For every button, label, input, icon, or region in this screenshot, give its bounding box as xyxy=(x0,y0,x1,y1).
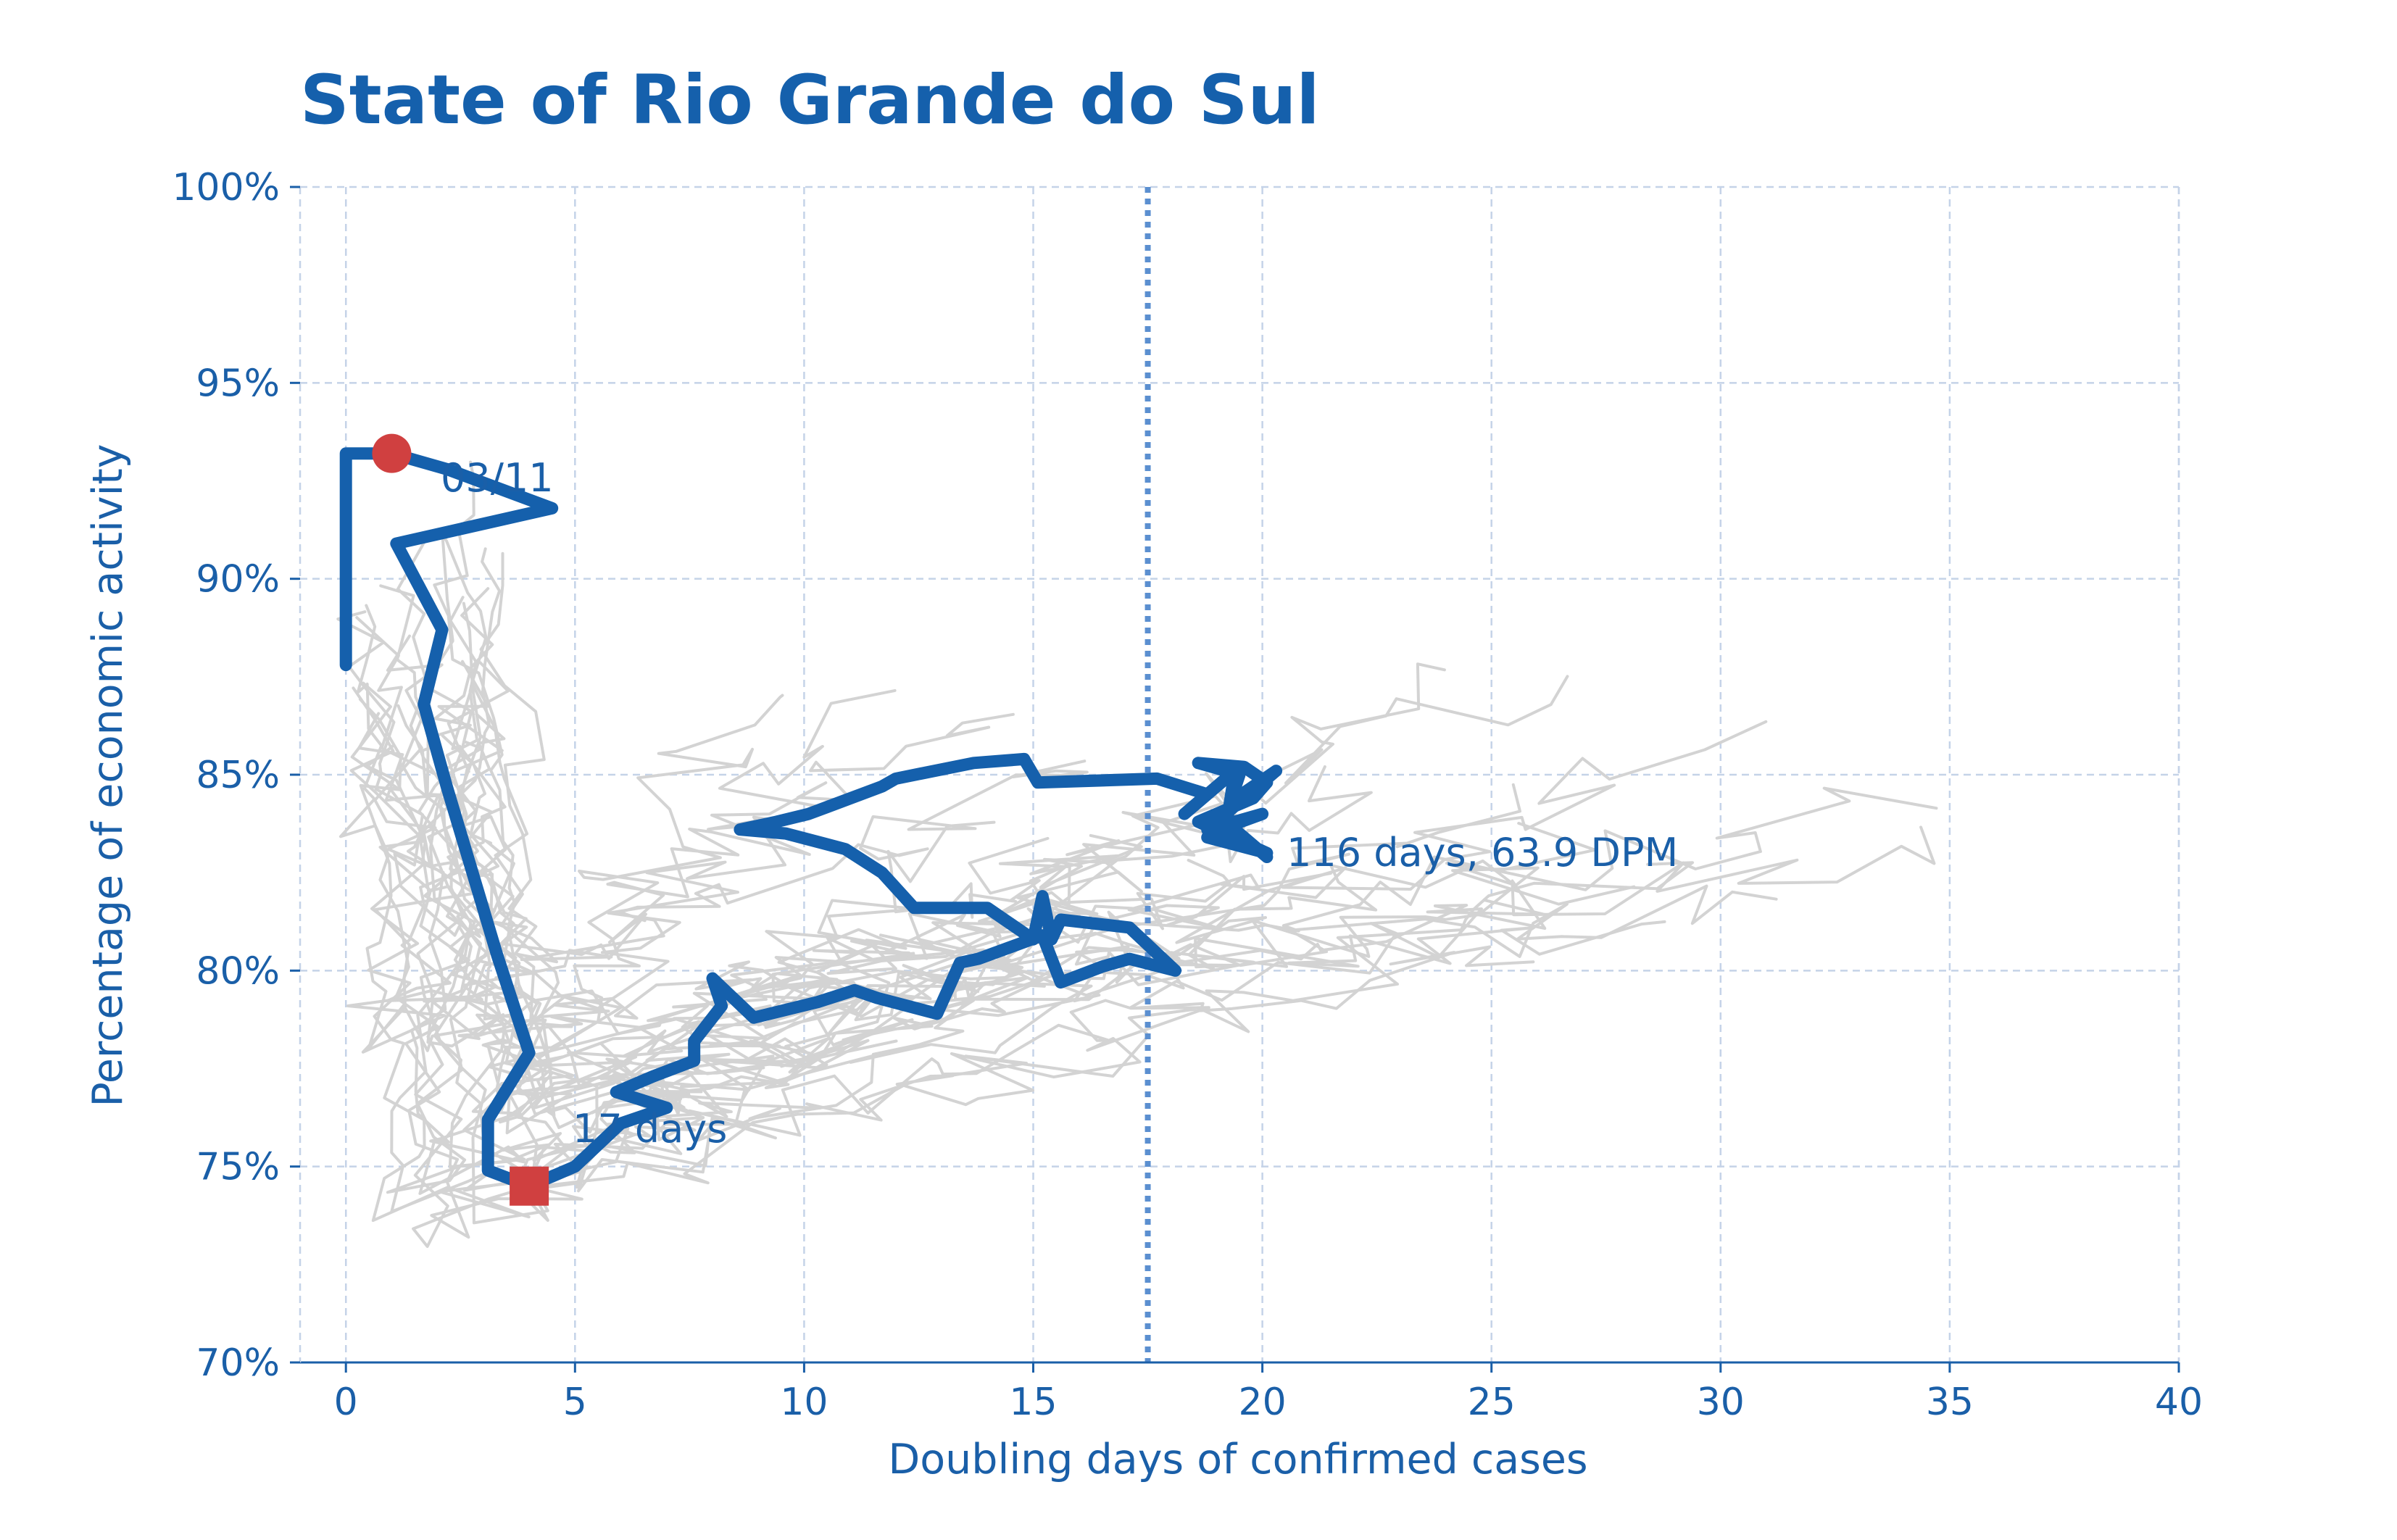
x-tick-label: 25 xyxy=(1468,1381,1516,1424)
y-tick-label: 100% xyxy=(172,166,280,209)
minimum-marker xyxy=(510,1166,549,1206)
background-state-line xyxy=(350,681,1695,1239)
chart-title: State of Rio Grande do Sul xyxy=(300,61,1320,140)
x-tick-label: 20 xyxy=(1239,1381,1287,1424)
y-tick-label: 75% xyxy=(196,1146,280,1189)
x-axis-label: Doubling days of confirmed cases xyxy=(888,1436,1587,1483)
start-marker xyxy=(372,433,412,473)
background-state-line xyxy=(433,528,1938,1081)
x-tick-label: 10 xyxy=(780,1381,828,1424)
y-tick-label: 85% xyxy=(196,754,280,797)
background-state-line xyxy=(346,460,1015,1054)
x-tick-label: 15 xyxy=(1009,1381,1057,1424)
y-tick-label: 95% xyxy=(196,362,280,405)
x-tick-label: 0 xyxy=(334,1381,358,1424)
background-state-line xyxy=(441,734,1636,1116)
markers xyxy=(372,433,549,1206)
y-tick-label: 90% xyxy=(196,558,280,602)
background-state-line xyxy=(355,616,1597,1129)
background-state-line xyxy=(338,604,1666,1052)
y-tick-label: 80% xyxy=(196,949,280,993)
highlight-series-line xyxy=(339,447,1283,1193)
grid xyxy=(300,186,2180,1364)
end-annotation: 116 days, 63.9 DPM xyxy=(1287,830,1678,875)
y-axis-label: Percentage of economic activity xyxy=(84,444,132,1107)
minimum-annotation: 17 days xyxy=(573,1106,727,1152)
start-date-annotation: 03/11 xyxy=(441,455,554,501)
x-tick-label: 35 xyxy=(1926,1381,1974,1424)
y-tick-label: 70% xyxy=(196,1341,280,1385)
x-tick-label: 5 xyxy=(563,1381,587,1424)
x-tick-label: 30 xyxy=(1697,1381,1745,1424)
axes: 0 5 10 15 20 25 30 35 40 70% 75% 80% 85% 90% 95% 100% xyxy=(172,166,2203,1424)
highlight-series xyxy=(339,447,1283,1193)
x-tick-label: 40 xyxy=(2155,1381,2203,1424)
